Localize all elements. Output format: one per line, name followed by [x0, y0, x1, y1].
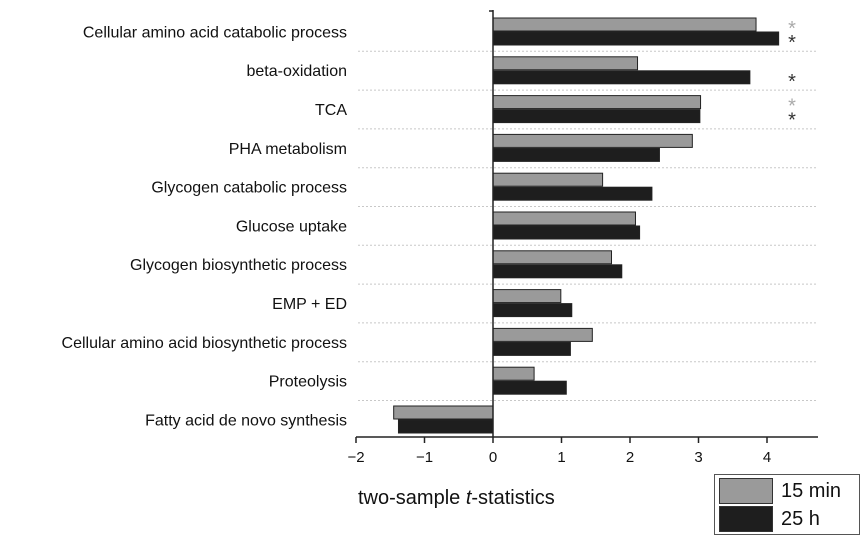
- x-axis-label-prefix: two-sample: [358, 487, 466, 509]
- x-tick-label: 4: [763, 449, 771, 466]
- category-label: Proteolysis: [269, 374, 347, 391]
- category-label: Cellular amino acid biosynthetic process: [62, 335, 347, 352]
- x-tick-label: −1: [416, 449, 433, 466]
- x-tick-label: −2: [347, 449, 364, 466]
- legend-swatch-25h: [719, 506, 773, 532]
- bar-25h: [492, 380, 567, 395]
- category-label: Glycogen biosynthetic process: [130, 257, 347, 274]
- category-label: Glycogen catabolic process: [151, 180, 347, 197]
- legend: 15 min 25 h: [714, 474, 860, 535]
- bar-25h: [397, 419, 494, 434]
- x-axis-label-suffix: -statistics: [471, 487, 555, 509]
- bar-15min: [492, 133, 693, 148]
- bar-15min: [492, 289, 562, 304]
- significance-star: *: [788, 96, 796, 118]
- category-labels: Cellular amino acid catabolic process bet…: [62, 24, 348, 429]
- bar-15min: [492, 250, 613, 265]
- category-label: Glucose uptake: [236, 218, 347, 235]
- bar-25h: [492, 70, 751, 85]
- x-axis-label-italic: t: [465, 487, 472, 509]
- bar-15min: [492, 327, 593, 342]
- bar-25h: [492, 147, 660, 162]
- significance-star: *: [788, 71, 796, 93]
- significance-star: *: [788, 18, 796, 40]
- legend-swatch-15min: [719, 478, 773, 504]
- bar-15min: [492, 17, 757, 32]
- bar-25h: [492, 225, 641, 240]
- legend-label-25h: 25 h: [781, 507, 820, 530]
- significance-markers: *****: [788, 18, 796, 132]
- bar-25h: [492, 186, 653, 201]
- x-tick-label: 2: [626, 449, 634, 466]
- axes: −2 −1 0 1 2 3 4: [347, 10, 818, 466]
- category-label: EMP + ED: [272, 296, 347, 313]
- legend-item-15min: 15 min: [719, 478, 841, 504]
- x-tick-label: 0: [489, 449, 497, 466]
- legend-label-15min: 15 min: [781, 479, 842, 502]
- bars: [393, 17, 780, 434]
- bar-25h: [492, 341, 571, 356]
- bar-25h: [492, 264, 623, 279]
- category-label: PHA metabolism: [229, 141, 347, 158]
- legend-item-25h: 25 h: [719, 506, 820, 532]
- bar-15min: [393, 405, 494, 420]
- bar-15min: [492, 172, 604, 187]
- bar-15min: [492, 366, 535, 381]
- bar-15min: [492, 211, 636, 226]
- significance-star: *: [788, 32, 796, 54]
- bar-25h: [492, 109, 701, 124]
- category-label: beta-oxidation: [246, 63, 347, 80]
- bar-15min: [492, 95, 702, 110]
- category-label: Fatty acid de novo synthesis: [145, 412, 347, 429]
- significance-star: *: [788, 110, 796, 132]
- bar-25h: [492, 31, 780, 46]
- category-label: Cellular amino acid catabolic process: [83, 24, 347, 41]
- row-separators: [358, 50, 818, 401]
- bar-15min: [492, 56, 639, 71]
- x-tick-label: 1: [557, 449, 565, 466]
- bar-25h: [492, 303, 573, 318]
- x-axis-label: two-sample t-statistics: [358, 487, 555, 510]
- category-label: TCA: [315, 102, 347, 119]
- x-tick-label: 3: [694, 449, 702, 466]
